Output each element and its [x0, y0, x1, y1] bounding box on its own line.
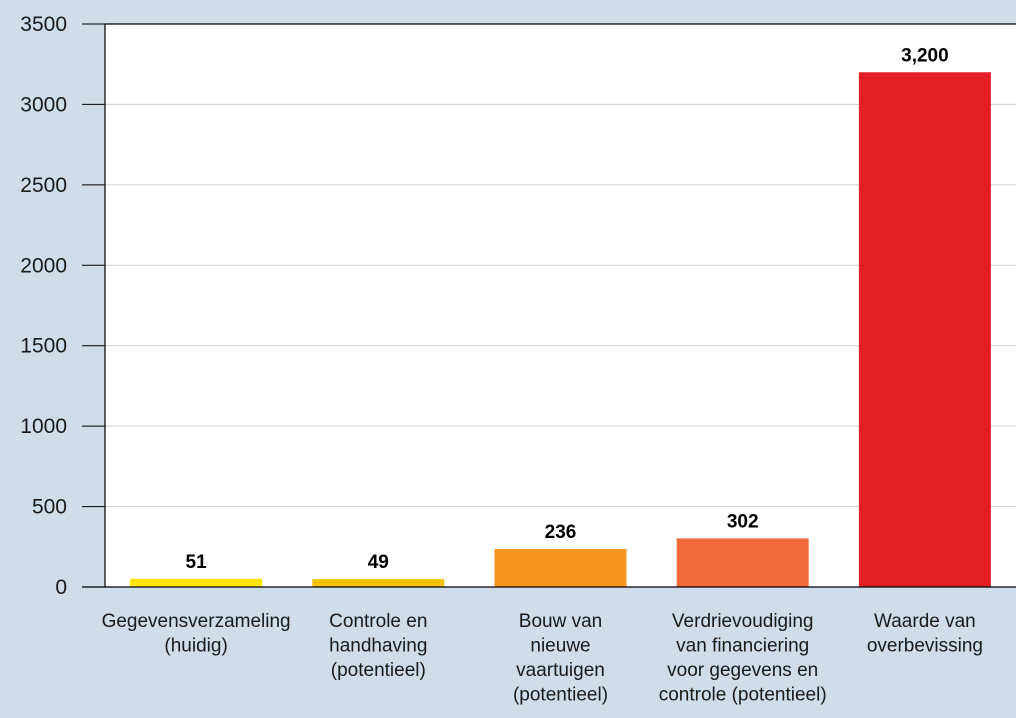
data-label: 51 — [186, 552, 208, 573]
y-tick-label: 500 — [32, 496, 67, 519]
y-tick-label: 2000 — [20, 254, 67, 277]
category-label-line: (potentieel) — [331, 660, 426, 681]
data-label: 3,200 — [901, 45, 949, 66]
y-tick-label: 1000 — [20, 415, 67, 438]
category-label-line: (potentieel) — [513, 685, 608, 706]
category-label-line: Bouw van — [519, 611, 602, 632]
category-label-line: Verdrievoudiging — [672, 611, 814, 632]
bar — [130, 578, 263, 587]
data-label: 302 — [727, 511, 759, 532]
y-tick-label: 1500 — [20, 335, 67, 358]
y-tick-label: 2500 — [20, 174, 67, 197]
category-label-line: (huidig) — [164, 636, 227, 657]
labels: 0 500 1000 1500 2000 2500 3000 3500 51 Gegevensve… — [20, 13, 983, 706]
data-label: 236 — [545, 522, 577, 543]
bar — [312, 579, 445, 587]
category-label-line: nieuwe — [530, 636, 590, 657]
category-label: Controle en handhaving (potentieel) — [329, 611, 427, 681]
category-label-line: vaartuigen — [516, 660, 605, 681]
category-label: Waarde van overbevissing — [867, 611, 983, 657]
y-tick-label: 3500 — [20, 13, 67, 36]
bar — [858, 72, 991, 587]
bar — [494, 549, 627, 587]
category-label: Verdrievoudiging van financiering voor geg… — [659, 611, 827, 706]
y-tick-label: 0 — [55, 576, 67, 599]
category-label: Bouw van nieuwe vaartuigen (potentieel) — [513, 611, 608, 706]
category-label-line: voor gegevens en — [667, 660, 818, 681]
category-label-line: handhaving — [329, 636, 427, 657]
category-label-line: Gegevensverzameling — [102, 611, 291, 632]
y-tick-label: 3000 — [20, 93, 67, 116]
category-label-line: Waarde van — [874, 611, 976, 632]
category-label-line: controle (potentieel) — [659, 685, 827, 706]
bar — [676, 538, 809, 587]
axes — [82, 23, 1016, 588]
bars — [130, 72, 991, 587]
category-label-line: overbevissing — [867, 636, 983, 657]
category-label: Gegevensverzameling (huidig) — [102, 611, 291, 657]
category-label-line: Controle en — [329, 611, 427, 632]
category-label-line: van financiering — [676, 636, 809, 657]
data-label: 49 — [368, 552, 389, 573]
